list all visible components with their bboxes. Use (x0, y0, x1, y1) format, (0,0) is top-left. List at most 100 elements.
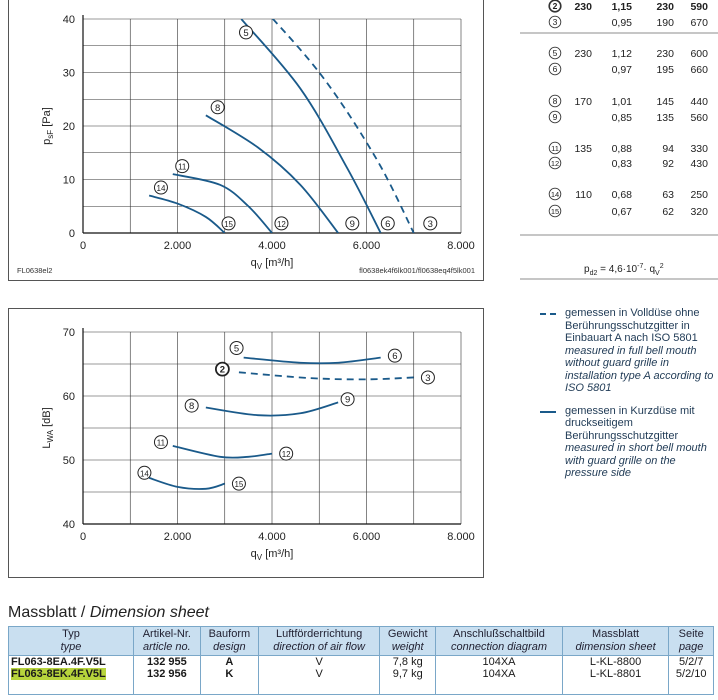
bottom-marker-5: 5 (229, 341, 244, 355)
dim-cell-sheet: L-KL-8801 (561, 668, 670, 695)
svg-text:15: 15 (234, 480, 243, 489)
bottom-marker-6: 6 (387, 348, 402, 363)
svg-text:15: 15 (551, 207, 559, 216)
legend-dashed-en: measured in full bell mouth without guar… (565, 344, 714, 395)
pressure-formula: pd2 = 4,6·10-7· qV2 (584, 263, 664, 277)
svg-text:190: 190 (656, 17, 674, 29)
dim-header-4: Gewicht weight (379, 626, 437, 656)
top-grid (82, 18, 462, 234)
svg-text:63: 63 (662, 189, 674, 201)
solid-line-swatch (540, 410, 556, 413)
dim-cell-article: 132 955 (132, 655, 201, 668)
svg-text:3: 3 (553, 17, 558, 27)
bottom-ytick: 70 (63, 327, 75, 339)
legend-solid: gemessen in Kurzdüse mit druckseitigem B… (540, 405, 718, 480)
dim-cell-page: 5/2/10 (668, 668, 714, 695)
svg-text:660: 660 (690, 64, 708, 76)
bottom-marker-12: 12 (279, 446, 294, 461)
legend-dashed-de: gemessen in Volldüse ohne Berührungsschu… (565, 307, 700, 344)
svg-text:195: 195 (656, 64, 674, 76)
bottom-marker-3: 3 (420, 370, 435, 385)
svg-text:14: 14 (157, 184, 166, 193)
svg-text:6: 6 (392, 351, 397, 362)
svg-text:3: 3 (428, 219, 433, 230)
measurement-legend: gemessen in Volldüse ohne Berührungsschu… (540, 307, 718, 490)
op-row-5: 5 230 1,12 230 600 (548, 46, 708, 60)
top-marker-14: 14 (153, 180, 168, 195)
svg-text:92: 92 (662, 158, 674, 170)
bottom-series-14 (148, 477, 226, 490)
svg-text:1,12: 1,12 (612, 48, 633, 60)
legend-solid-en: measured in short bell mouth with guard … (565, 442, 707, 479)
top-xlabel: qV [m³/h] (251, 257, 294, 271)
bottom-xtick: 6.000 (353, 531, 381, 543)
dim-cell-flow: V (258, 655, 381, 668)
dim-cell-type: FL063-8EA.4F.V5L (8, 655, 134, 668)
op-row-9: 9 0,85 135 560 (548, 110, 708, 124)
svg-text:2: 2 (220, 365, 225, 376)
top-ytick: 10 (63, 175, 75, 187)
svg-text:11: 11 (551, 144, 559, 153)
op-row-3: 3 0,95 190 670 (548, 15, 708, 29)
top-marker-9: 9 (345, 216, 360, 231)
top-xtick: 6.000 (353, 240, 381, 252)
dim-header-2: Bauform design (199, 626, 260, 656)
op-row-2: 2 230 1,15 230 590 (548, 0, 708, 13)
op-row-14: 14 110 0,68 63 250 (548, 187, 708, 201)
dim-row: FL063-8EK.4F.V5L 132 956 K V 9,7 kg 104XA L-KL… (8, 668, 714, 695)
svg-text:320: 320 (690, 206, 708, 218)
bottom-xtick: 8.000 (447, 531, 475, 543)
top-ytick: 40 (63, 14, 75, 26)
svg-text:3: 3 (425, 373, 430, 384)
svg-text:110: 110 (575, 189, 592, 201)
svg-text:560: 560 (690, 112, 708, 124)
svg-text:230: 230 (574, 48, 592, 60)
dim-cell-diagram: 104XA (435, 668, 563, 695)
svg-text:62: 62 (662, 206, 674, 218)
dim-row: FL063-8EA.4F.V5L 132 955 A V 7,8 kg 104XA L-KL… (8, 655, 714, 668)
bottom-marker-14: 14 (137, 465, 152, 480)
svg-text:5: 5 (553, 48, 558, 58)
svg-text:12: 12 (551, 159, 559, 168)
dashed-line-swatch (540, 313, 556, 315)
top-code-right: fl0638ek4f6lk001/fl0638eq4f5lk001 (359, 266, 475, 275)
op-row-12: 12 0,83 92 430 (548, 156, 708, 170)
dim-cell-flow: V (258, 668, 381, 695)
svg-text:440: 440 (690, 96, 708, 108)
legend-solid-de: gemessen in Kurzdüse mit druckseitigem B… (565, 404, 695, 442)
svg-text:8: 8 (215, 103, 220, 114)
svg-text:6: 6 (553, 64, 558, 74)
pressure-chart-panel: 0 2.000 4.000 6.000 8.000 0 10 20 30 40 qV [m³/h] p… (8, 0, 484, 281)
top-marker-11: 11 (175, 159, 190, 174)
dim-cell-page: 5/2/7 (668, 655, 714, 668)
top-marker-15: 15 (221, 216, 236, 231)
top-ytick: 20 (63, 121, 75, 133)
bottom-xlabel: qV [m³/h] (251, 548, 294, 562)
svg-text:0,83: 0,83 (612, 158, 633, 170)
top-marker-5: 5 (239, 25, 254, 40)
svg-text:0,68: 0,68 (612, 189, 633, 201)
top-series-8 (205, 114, 339, 233)
bottom-xtick: 4.000 (258, 531, 286, 543)
svg-text:0,97: 0,97 (612, 64, 633, 76)
bottom-ylabel: LWA [dB] (41, 407, 55, 448)
svg-text:0,67: 0,67 (612, 206, 633, 218)
svg-text:94: 94 (662, 143, 674, 155)
bottom-ytick: 60 (63, 391, 75, 403)
dim-header-1: Artikel-Nr. article no. (132, 626, 201, 656)
dimension-table-body: FL063-8EA.4F.V5L 132 955 A V 7,8 kg 104XA L-KL… (8, 655, 714, 695)
svg-text:11: 11 (178, 163, 187, 172)
svg-text:6: 6 (385, 219, 390, 230)
op-row-6: 6 0,97 195 660 (548, 62, 708, 76)
sound-power-chart: 0 2.000 4.000 6.000 8.000 40 50 60 70 qV [m³/h] LW… (41, 327, 475, 562)
dimension-table-header: Typ type Artikel-Nr. article no. Bauform desi… (8, 626, 714, 656)
svg-text:15: 15 (224, 220, 233, 229)
dim-cell-sheet: L-KL-8800 (561, 655, 670, 668)
svg-text:5: 5 (243, 28, 248, 39)
svg-text:1,15: 1,15 (612, 1, 633, 13)
dim-cell-article: 132 956 (132, 668, 201, 695)
svg-text:8: 8 (189, 401, 194, 412)
top-marker-8: 8 (210, 100, 225, 115)
bottom-marker-8: 8 (184, 398, 199, 413)
dim-cell-design: A (199, 655, 260, 668)
